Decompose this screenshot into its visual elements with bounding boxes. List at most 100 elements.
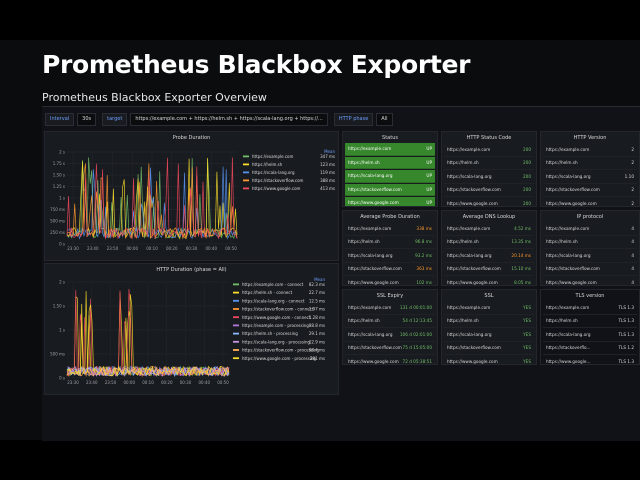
table-row: https://helm.sh 54 d 12:13:45 — [345, 315, 435, 328]
row-value: 4 — [631, 225, 634, 231]
row-value: YES — [523, 345, 531, 351]
row-value: YES — [523, 304, 531, 310]
http-status-table: https://example.com 200 https://helm.sh 200… — [444, 143, 534, 206]
row-target: https://scala-lang.org — [546, 173, 591, 179]
table-row: https://example.com UP — [345, 143, 435, 156]
ssl-expiry-panel[interactable]: SSL Expiry https://example.com 131 d 00:0… — [342, 289, 438, 365]
x-tick-label: 00:10 — [142, 380, 154, 385]
tls-version-panel[interactable]: TLS version https://example.com TLS 1.3 ht… — [540, 289, 640, 365]
x-tick-label: 00:10 — [146, 246, 158, 251]
row-target: https://helm.sh — [348, 318, 380, 324]
interval-variable-select[interactable]: 30s — [77, 112, 97, 126]
http-duration-graph: 2 s 1.50 s 1 s 500 ms 0 s23:30 23:40 23:50 00:0… — [50, 277, 325, 385]
legend-swatch — [233, 291, 239, 294]
row-target: https://helm.sh — [348, 159, 380, 165]
row-target: https://example.com — [348, 225, 392, 231]
row-value: 96.8 ms — [415, 239, 432, 245]
x-tick-label: 00:00 — [123, 380, 135, 385]
row-value: 54 d 12:13:45 — [402, 318, 432, 324]
row-target: https://scala-lang.org — [348, 331, 393, 337]
http-version-title: HTTP Version — [573, 135, 607, 141]
table-row: https://scala-lang.org 20.14 ms — [444, 249, 534, 263]
row-target: https://helm.sh — [447, 318, 479, 324]
table-row: https://stackoverflo... TLS 1.2 — [543, 342, 637, 355]
x-tick-label: 00:20 — [161, 380, 173, 385]
target-variable-select[interactable]: https://example.com + https://helm.sh + … — [130, 112, 328, 126]
ssl-table: https://example.com YES https://helm.sh YES… — [444, 301, 534, 364]
probe-duration-panel[interactable]: Probe Duration 2 s 1.75 s 1.50 s 1.25 s 1 s 7… — [44, 131, 339, 261]
tls-version-table: https://example.com TLS 1.3 https://helm.s… — [543, 301, 637, 364]
row-value: YES — [523, 331, 531, 337]
http-status-panel[interactable]: HTTP Status Code https://example.com 200 h… — [441, 131, 537, 207]
row-value: 2 — [631, 187, 634, 193]
series-line — [66, 157, 238, 240]
y-tick-label: 500 ms — [50, 219, 65, 224]
status-title: Status — [382, 135, 398, 141]
y-tick-label: 0 s — [59, 242, 65, 247]
legend-series-name: https://stackoverflow.com - connect — [242, 307, 314, 312]
legend-swatch — [243, 179, 249, 182]
series-line — [66, 291, 230, 377]
table-row: https://helm.sh UP — [345, 156, 435, 169]
row-value: UP — [426, 146, 432, 152]
legend-series-mean: 347 ms — [320, 154, 335, 159]
target-variable-label: target — [102, 112, 128, 126]
legend-series-mean: 1.97 ms — [309, 307, 325, 312]
status-panel[interactable]: Status https://example.com UP https://helm… — [342, 131, 438, 207]
table-row: https://scala-lang.org UP — [345, 170, 435, 183]
table-row: https://scala-lang.org 106 d 02:01:00 — [345, 328, 435, 342]
legend-series-name: https://helm.sh - connect — [242, 290, 293, 295]
table-row: https://www.google.com 200 — [444, 197, 534, 206]
ssl-panel[interactable]: SSL https://example.com YES https://helm.s… — [441, 289, 537, 365]
x-tick-label: 23:50 — [105, 380, 117, 385]
legend-header: Mean — [314, 277, 325, 282]
row-target: https://scala-lang.org — [546, 331, 591, 337]
table-row: https://example.com 200 — [444, 143, 534, 157]
table-row: https://helm.sh TLS 1.3 — [543, 315, 637, 328]
x-tick-label: 00:30 — [186, 246, 198, 251]
table-row: https://example.com TLS 1.3 — [543, 301, 637, 315]
avg-probe-panel[interactable]: Average Probe Duration https://example.c… — [342, 210, 438, 286]
row-target: https://www.google.com — [348, 279, 399, 285]
row-value: UP — [426, 186, 432, 192]
row-target: https://helm.sh — [546, 239, 578, 245]
slide-subtitle: Prometheus Blackbox Exporter Overview — [42, 91, 267, 104]
table-row: https://www.google.com 72 d 05:38:51 — [345, 355, 435, 364]
phase-variable-select[interactable]: All — [376, 112, 393, 126]
row-target: https://example.com — [447, 304, 491, 310]
row-target: https://helm.sh — [546, 160, 578, 166]
legend-swatch — [243, 171, 249, 174]
x-tick-label: 00:00 — [126, 246, 138, 251]
row-value: UP — [426, 173, 432, 179]
phase-variable-label: HTTP phase — [333, 112, 374, 126]
table-row: https://www.google.com 4 — [543, 276, 637, 285]
avg-dns-panel[interactable]: Average DNS Lookup https://example.com 4.… — [441, 210, 537, 286]
row-target: https://scala-lang.org — [546, 252, 591, 258]
legend-swatch — [233, 324, 239, 327]
legend-series-name: https://scala-lang.org - processing — [242, 339, 311, 344]
row-target: https://helm.sh — [348, 239, 380, 245]
series-line — [66, 157, 238, 240]
ip-protocol-panel[interactable]: IP protocol https://example.com 4 https://… — [540, 210, 640, 286]
legend-header: Mean — [324, 149, 335, 154]
table-row: https://stackoverflow.com YES — [444, 342, 534, 355]
row-target: https://www.google.com — [447, 279, 498, 285]
x-tick-label: 23:40 — [86, 380, 98, 385]
table-row: https://scala-lang.org TLS 1.3 — [543, 328, 637, 342]
legend-swatch — [233, 316, 239, 319]
row-value: 363 ms — [416, 266, 432, 272]
avg-probe-title: Average Probe Duration — [360, 214, 420, 220]
row-value: TLS 1.3 — [618, 318, 634, 324]
http-duration-panel[interactable]: HTTP Duration (phase = All) 2 s 1.50 s 1 s… — [44, 263, 339, 395]
row-target: https://stackoverflow.com — [348, 345, 402, 351]
row-target: https://scala-lang.org — [447, 173, 492, 179]
http-version-panel[interactable]: HTTP Version https://example.com 2 https:/… — [540, 131, 640, 207]
row-target: https://example.com — [546, 225, 590, 231]
ssl-expiry-title: SSL Expiry — [376, 293, 404, 299]
legend-series-mean: 413 ms — [320, 186, 335, 191]
row-value: 200 — [523, 160, 531, 166]
legend-swatch — [233, 283, 239, 286]
row-target: https://scala-lang.org — [348, 173, 393, 179]
row-value: 2 — [631, 160, 634, 166]
row-target: https://example.com — [447, 146, 491, 152]
